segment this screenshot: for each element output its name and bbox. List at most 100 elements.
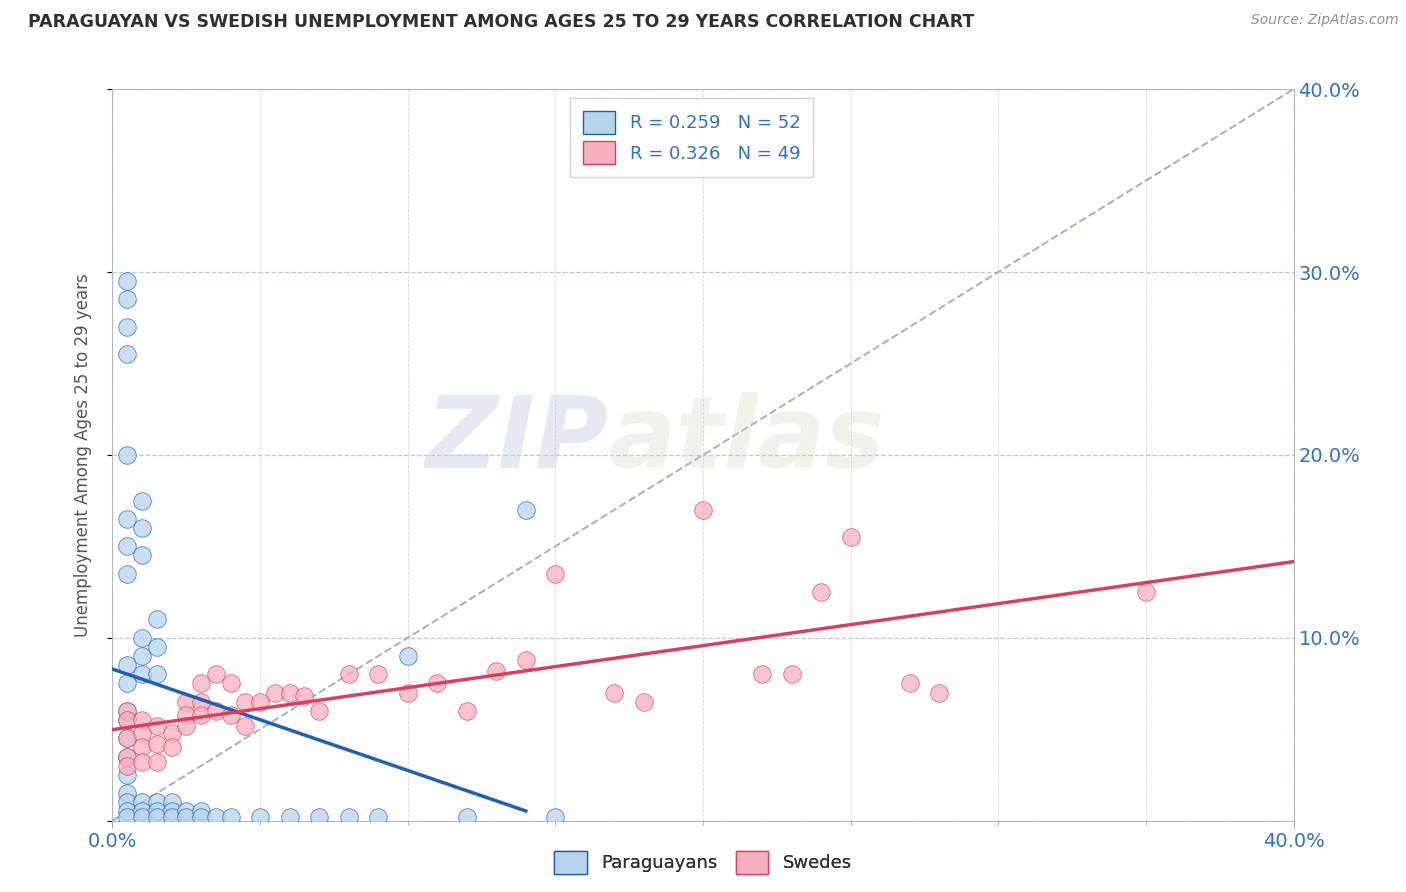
Point	[174, 707, 197, 722]
Point	[219, 810, 242, 824]
Text: ZIP: ZIP	[426, 392, 609, 489]
Point	[117, 749, 138, 764]
Point	[515, 653, 537, 667]
Point	[160, 726, 183, 740]
Point	[174, 718, 197, 732]
Point	[146, 667, 169, 681]
Point	[367, 667, 389, 681]
Text: Source: ZipAtlas.com: Source: ZipAtlas.com	[1251, 13, 1399, 28]
Legend: Paraguayans, Swedes: Paraguayans, Swedes	[544, 840, 862, 885]
Point	[928, 685, 950, 699]
Point	[146, 737, 169, 751]
Point	[117, 786, 138, 800]
Point	[233, 695, 256, 709]
Point	[117, 274, 138, 288]
Point	[131, 667, 153, 681]
Point	[751, 667, 773, 681]
Point	[456, 810, 478, 824]
Point	[780, 667, 803, 681]
Point	[603, 685, 626, 699]
Point	[278, 810, 301, 824]
Point	[131, 726, 153, 740]
Point	[131, 521, 153, 535]
Point	[131, 713, 153, 727]
Point	[117, 448, 138, 462]
Point	[146, 805, 169, 819]
Point	[367, 810, 389, 824]
Point	[174, 805, 197, 819]
Point	[131, 549, 153, 563]
Point	[308, 810, 330, 824]
Point	[117, 704, 138, 718]
Point	[692, 502, 714, 516]
Point	[278, 685, 301, 699]
Point	[117, 768, 138, 782]
Point	[515, 502, 537, 516]
Point	[264, 685, 287, 699]
Point	[249, 810, 271, 824]
Point	[160, 810, 183, 824]
Point	[233, 718, 256, 732]
Text: atlas: atlas	[609, 392, 884, 489]
Point	[308, 704, 330, 718]
Point	[485, 664, 508, 678]
Point	[544, 566, 567, 581]
Point	[190, 695, 212, 709]
Point	[219, 676, 242, 690]
Point	[160, 740, 183, 755]
Point	[160, 796, 183, 810]
Point	[117, 749, 138, 764]
Point	[146, 613, 169, 627]
Point	[131, 796, 153, 810]
Point	[292, 690, 315, 704]
Point	[117, 512, 138, 526]
Point	[146, 718, 169, 732]
Point	[117, 320, 138, 334]
Point	[839, 530, 862, 544]
Point	[205, 810, 228, 824]
Text: PARAGUAYAN VS SWEDISH UNEMPLOYMENT AMONG AGES 25 TO 29 YEARS CORRELATION CHART: PARAGUAYAN VS SWEDISH UNEMPLOYMENT AMONG…	[28, 13, 974, 31]
Point	[131, 493, 153, 508]
Point	[117, 293, 138, 307]
Point	[131, 755, 153, 769]
Point	[117, 731, 138, 746]
Point	[117, 805, 138, 819]
Point	[633, 695, 655, 709]
Point	[1135, 585, 1157, 599]
Y-axis label: Unemployment Among Ages 25 to 29 years: Unemployment Among Ages 25 to 29 years	[73, 273, 91, 637]
Point	[810, 585, 832, 599]
Point	[117, 713, 138, 727]
Point	[117, 796, 138, 810]
Point	[190, 707, 212, 722]
Point	[117, 676, 138, 690]
Point	[131, 631, 153, 645]
Point	[117, 539, 138, 553]
Point	[117, 810, 138, 824]
Point	[456, 704, 478, 718]
Point	[131, 810, 153, 824]
Point	[131, 649, 153, 664]
Point	[117, 731, 138, 746]
Point	[117, 758, 138, 772]
Point	[117, 347, 138, 361]
Point	[190, 805, 212, 819]
Point	[117, 658, 138, 673]
Point	[219, 707, 242, 722]
Point	[146, 755, 169, 769]
Point	[337, 667, 360, 681]
Point	[898, 676, 921, 690]
Point	[117, 704, 138, 718]
Point	[190, 810, 212, 824]
Point	[146, 810, 169, 824]
Point	[205, 704, 228, 718]
Point	[146, 640, 169, 654]
Point	[174, 810, 197, 824]
Point	[160, 805, 183, 819]
Point	[396, 649, 419, 664]
Point	[117, 713, 138, 727]
Point	[205, 667, 228, 681]
Point	[117, 566, 138, 581]
Point	[146, 796, 169, 810]
Point	[337, 810, 360, 824]
Point	[174, 695, 197, 709]
